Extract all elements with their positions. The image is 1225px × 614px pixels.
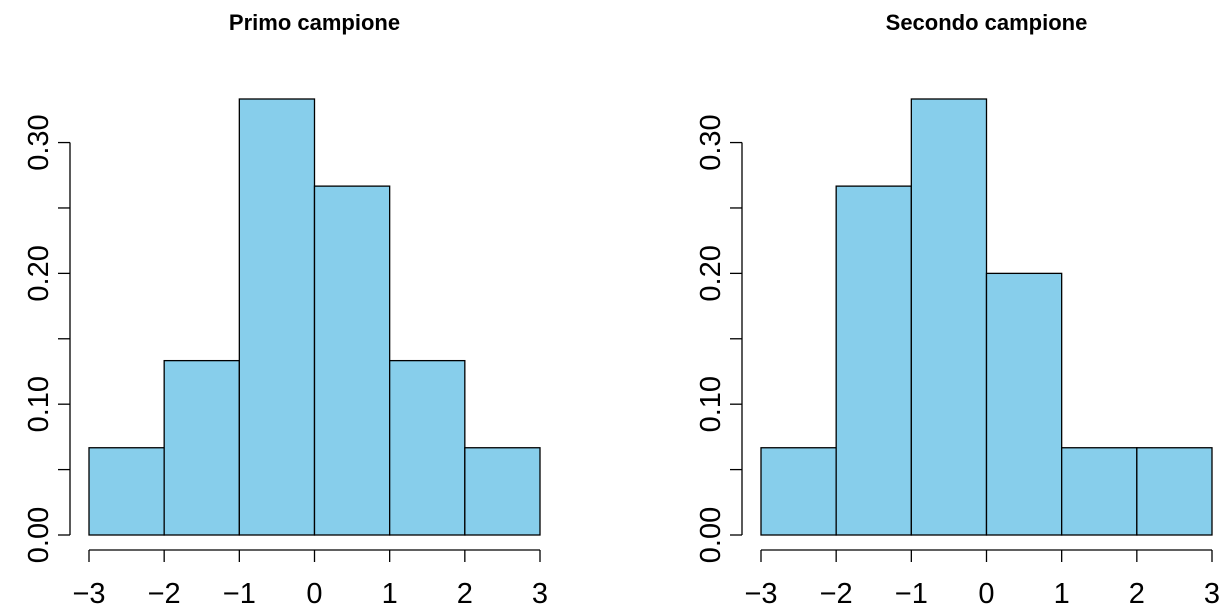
- bar: [1061, 447, 1138, 536]
- bar: [88, 447, 165, 536]
- x-tick-label: 3: [532, 578, 548, 610]
- x-tick-label: −3: [744, 578, 777, 610]
- x-tick-label: 1: [382, 578, 398, 610]
- y-tick-label: 0.10: [23, 376, 55, 432]
- bar: [313, 185, 391, 536]
- bar: [389, 359, 466, 536]
- y-tick-label: 0.30: [695, 114, 727, 170]
- x-tick-label: 2: [1129, 578, 1145, 610]
- x-tick-label: −2: [820, 578, 853, 610]
- x-tick-label: 3: [1204, 578, 1220, 610]
- x-tick-label: −2: [148, 578, 181, 610]
- bar: [910, 98, 988, 536]
- x-tick-label: 2: [457, 578, 473, 610]
- bar: [985, 272, 1063, 536]
- chart-title: Primo campione: [229, 10, 400, 35]
- x-tick-label: −1: [223, 578, 256, 610]
- x-tick-label: 0: [978, 578, 994, 610]
- chart-title: Secondo campione: [886, 10, 1088, 35]
- y-tick-label: 0.00: [23, 507, 55, 563]
- y-tick-label: 0.00: [695, 507, 727, 563]
- y-tick-label: 0.20: [23, 245, 55, 301]
- bar: [760, 447, 837, 536]
- x-tick-label: 1: [1054, 578, 1070, 610]
- bar: [464, 447, 541, 536]
- x-tick-label: −1: [895, 578, 928, 610]
- y-tick-label: 0.30: [23, 114, 55, 170]
- bar: [1136, 447, 1213, 536]
- x-tick-label: −3: [72, 578, 105, 610]
- x-tick-label: 0: [306, 578, 322, 610]
- bar: [835, 185, 912, 536]
- y-tick-label: 0.20: [695, 245, 727, 301]
- bar: [238, 98, 316, 536]
- bar: [163, 359, 240, 536]
- y-tick-label: 0.10: [695, 376, 727, 432]
